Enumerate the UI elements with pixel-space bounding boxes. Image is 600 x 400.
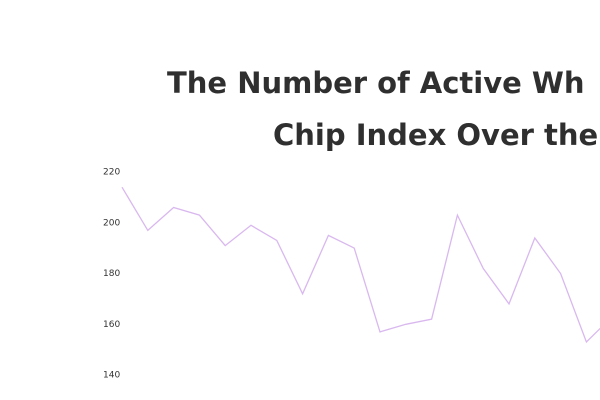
y-tick-label: 220 [103, 168, 120, 178]
y-tick-label: 140 [103, 371, 120, 381]
chart-title: The Number of Active Wh [167, 66, 585, 100]
data-line [121, 186, 600, 344]
y-tick-label: 200 [103, 218, 120, 228]
y-tick-label: 160 [103, 320, 120, 330]
chart-title: Chip Index Over the [273, 118, 598, 152]
y-tick-label: 180 [103, 269, 120, 279]
